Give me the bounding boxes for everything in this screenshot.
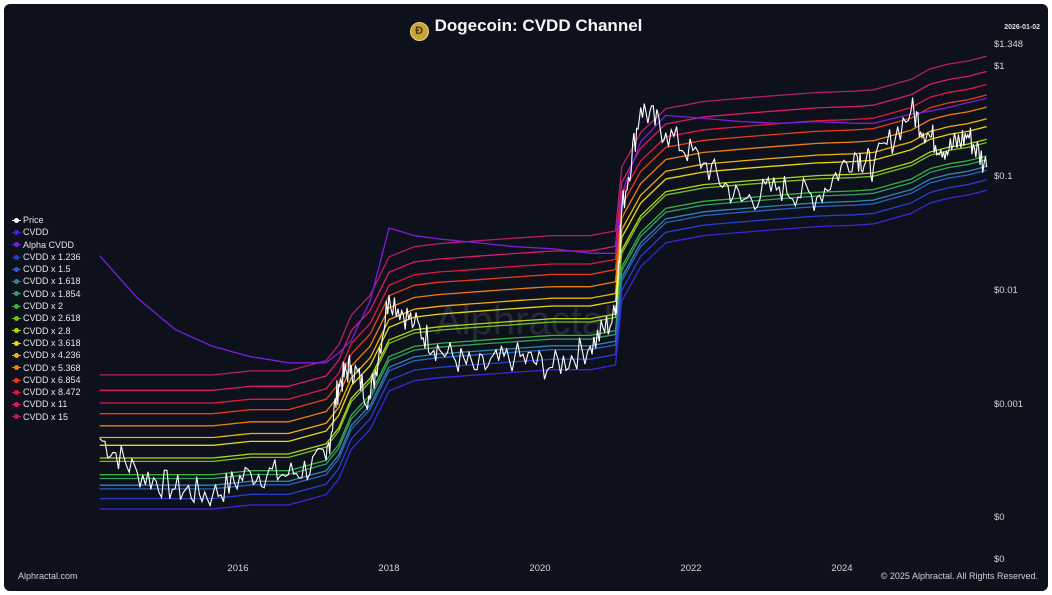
series-line-alpha-cvdd bbox=[99, 97, 987, 364]
legend-label: CVDD x 11 bbox=[23, 399, 68, 410]
legend-label: CVDD x 8.472 bbox=[23, 387, 81, 398]
legend-item[interactable]: CVDD bbox=[12, 226, 81, 238]
series-line-cvdd-x-2-618 bbox=[99, 141, 987, 463]
legend-swatch-icon bbox=[12, 277, 21, 286]
legend-item[interactable]: CVDD x 3.618 bbox=[12, 337, 81, 349]
x-tick-label: 2020 bbox=[529, 563, 550, 574]
legend-item[interactable]: CVDD x 11 bbox=[12, 398, 81, 410]
x-tick-label: 2022 bbox=[680, 563, 701, 574]
legend-item[interactable]: CVDD x 8.472 bbox=[12, 386, 81, 398]
chart-date: 2026-01-02 bbox=[1004, 24, 1040, 31]
legend-item[interactable]: CVDD x 6.854 bbox=[12, 374, 81, 386]
chart-plot: Alphractal$0$0.001$0.01$0.1$1$1.348$0201… bbox=[99, 39, 1023, 574]
legend-swatch-icon bbox=[12, 216, 21, 225]
y-tick-label: $0.1 bbox=[994, 171, 1013, 182]
legend-item[interactable]: CVDD x 1.236 bbox=[12, 251, 81, 263]
legend-label: CVDD x 1.618 bbox=[23, 276, 81, 287]
legend-label: CVDD bbox=[23, 227, 49, 238]
legend-swatch-icon bbox=[12, 363, 21, 372]
legend-swatch-icon bbox=[12, 412, 21, 421]
y-tick-label: $0.01 bbox=[994, 285, 1018, 296]
legend-swatch-icon bbox=[12, 314, 21, 323]
legend-swatch-icon bbox=[12, 400, 21, 409]
chart-legend: Price CVDD Alpha CVDD CVDD x 1.236 CVDD x 1.… bbox=[12, 214, 81, 423]
legend-swatch-icon bbox=[12, 302, 21, 311]
series-line-cvdd-x-8-472 bbox=[99, 83, 987, 404]
series-line-cvdd-x-6-854 bbox=[99, 94, 987, 415]
legend-item[interactable]: Price bbox=[12, 214, 81, 226]
y-tick-label: $0 bbox=[994, 554, 1005, 565]
legend-label: CVDD x 2.8 bbox=[23, 325, 71, 336]
footer-site: Alphractal.com bbox=[18, 571, 78, 581]
legend-item[interactable]: CVDD x 15 bbox=[12, 411, 81, 423]
legend-label: CVDD x 5.368 bbox=[23, 362, 81, 373]
legend-label: Alpha CVDD bbox=[23, 239, 75, 250]
series-line-cvdd-x-1-618 bbox=[99, 165, 987, 486]
chart-title-text: Dogecoin: CVDD Channel bbox=[434, 16, 643, 35]
chart-title: Ð Dogecoin: CVDD Channel bbox=[4, 16, 1048, 41]
series-line-cvdd bbox=[99, 189, 987, 510]
series-line-cvdd-x-1-236 bbox=[99, 179, 987, 500]
x-tick-label: 2024 bbox=[831, 563, 852, 574]
series-line-cvdd-x-1-5 bbox=[99, 169, 987, 490]
legend-label: CVDD x 1.236 bbox=[23, 251, 81, 262]
dogecoin-logo-icon: Ð bbox=[409, 22, 429, 41]
series-line-cvdd-x-5-368 bbox=[99, 106, 987, 427]
legend-label: CVDD x 2.618 bbox=[23, 313, 81, 324]
legend-item[interactable]: CVDD x 2 bbox=[12, 300, 81, 312]
legend-label: CVDD x 1.5 bbox=[23, 264, 71, 275]
legend-label: Price bbox=[23, 215, 44, 225]
legend-item[interactable]: CVDD x 2.618 bbox=[12, 312, 81, 324]
x-tick-label: 2016 bbox=[227, 563, 248, 574]
legend-label: CVDD x 6.854 bbox=[23, 374, 81, 385]
legend-label: CVDD x 15 bbox=[23, 411, 69, 422]
y-tick-label: $0.001 bbox=[994, 399, 1023, 410]
legend-label: CVDD x 1.854 bbox=[23, 288, 81, 299]
series-line-cvdd-x-2 bbox=[99, 155, 987, 476]
series-line-cvdd-x-15 bbox=[99, 55, 987, 376]
y-tick-label: $0 bbox=[994, 512, 1005, 523]
legend-item[interactable]: CVDD x 5.368 bbox=[12, 362, 81, 374]
legend-item[interactable]: CVDD x 1.854 bbox=[12, 288, 81, 300]
legend-item[interactable]: CVDD x 4.236 bbox=[12, 349, 81, 361]
legend-swatch-icon bbox=[12, 228, 21, 237]
x-tick-label: 2018 bbox=[378, 563, 399, 574]
legend-swatch-icon bbox=[12, 240, 21, 249]
legend-swatch-icon bbox=[12, 351, 21, 360]
legend-swatch-icon bbox=[12, 326, 21, 335]
legend-label: CVDD x 3.618 bbox=[23, 337, 81, 348]
legend-swatch-icon bbox=[12, 253, 21, 262]
chart-frame: Ð Dogecoin: CVDD Channel 2026-01-02 Alphr… bbox=[4, 4, 1048, 591]
series-line-price bbox=[99, 97, 988, 508]
series-line-cvdd-x-1-854 bbox=[99, 159, 987, 480]
legend-swatch-icon bbox=[12, 388, 21, 397]
legend-swatch-icon bbox=[12, 265, 21, 274]
legend-item[interactable]: CVDD x 1.618 bbox=[12, 275, 81, 287]
legend-swatch-icon bbox=[12, 376, 21, 385]
legend-swatch-icon bbox=[12, 339, 21, 348]
legend-item[interactable]: CVDD x 1.5 bbox=[12, 263, 81, 275]
y-tick-label: $1.348 bbox=[994, 39, 1023, 50]
y-tick-label: $1 bbox=[994, 61, 1005, 72]
legend-item[interactable]: Alpha CVDD bbox=[12, 239, 81, 251]
legend-label: CVDD x 2 bbox=[23, 301, 64, 312]
legend-label: CVDD x 4.236 bbox=[23, 350, 81, 361]
footer-copyright: © 2025 Alphractal. All Rights Reserved. bbox=[880, 571, 1038, 581]
legend-item[interactable]: CVDD x 2.8 bbox=[12, 325, 81, 337]
series-line-cvdd-x-4-236 bbox=[99, 118, 987, 439]
legend-swatch-icon bbox=[12, 289, 21, 298]
